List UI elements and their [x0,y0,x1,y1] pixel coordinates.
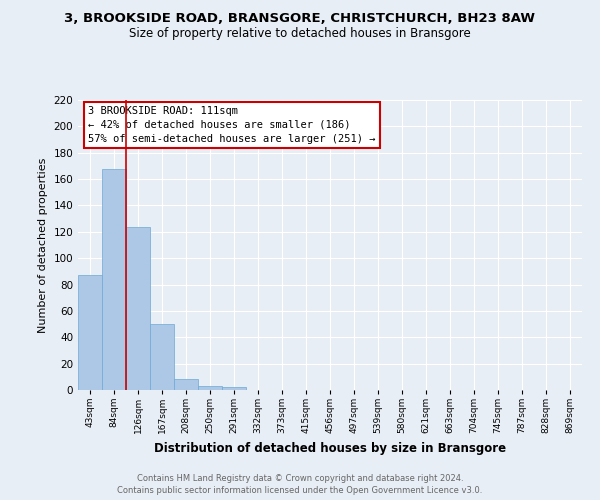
Text: Size of property relative to detached houses in Bransgore: Size of property relative to detached ho… [129,28,471,40]
Bar [174,380,198,390]
Bar [126,226,150,390]
Text: 3 BROOKSIDE ROAD: 111sqm
← 42% of detached houses are smaller (186)
57% of semi-: 3 BROOKSIDE ROAD: 111sqm ← 42% of detach… [88,106,376,144]
Bar [78,276,102,390]
Text: 3, BROOKSIDE ROAD, BRANSGORE, CHRISTCHURCH, BH23 8AW: 3, BROOKSIDE ROAD, BRANSGORE, CHRISTCHUR… [65,12,536,26]
Bar [150,324,174,390]
Bar [198,386,222,390]
Y-axis label: Number of detached properties: Number of detached properties [38,158,48,332]
Bar [102,168,126,390]
Text: Contains HM Land Registry data © Crown copyright and database right 2024.
Contai: Contains HM Land Registry data © Crown c… [118,474,482,495]
X-axis label: Distribution of detached houses by size in Bransgore: Distribution of detached houses by size … [154,442,506,454]
Bar [222,388,246,390]
